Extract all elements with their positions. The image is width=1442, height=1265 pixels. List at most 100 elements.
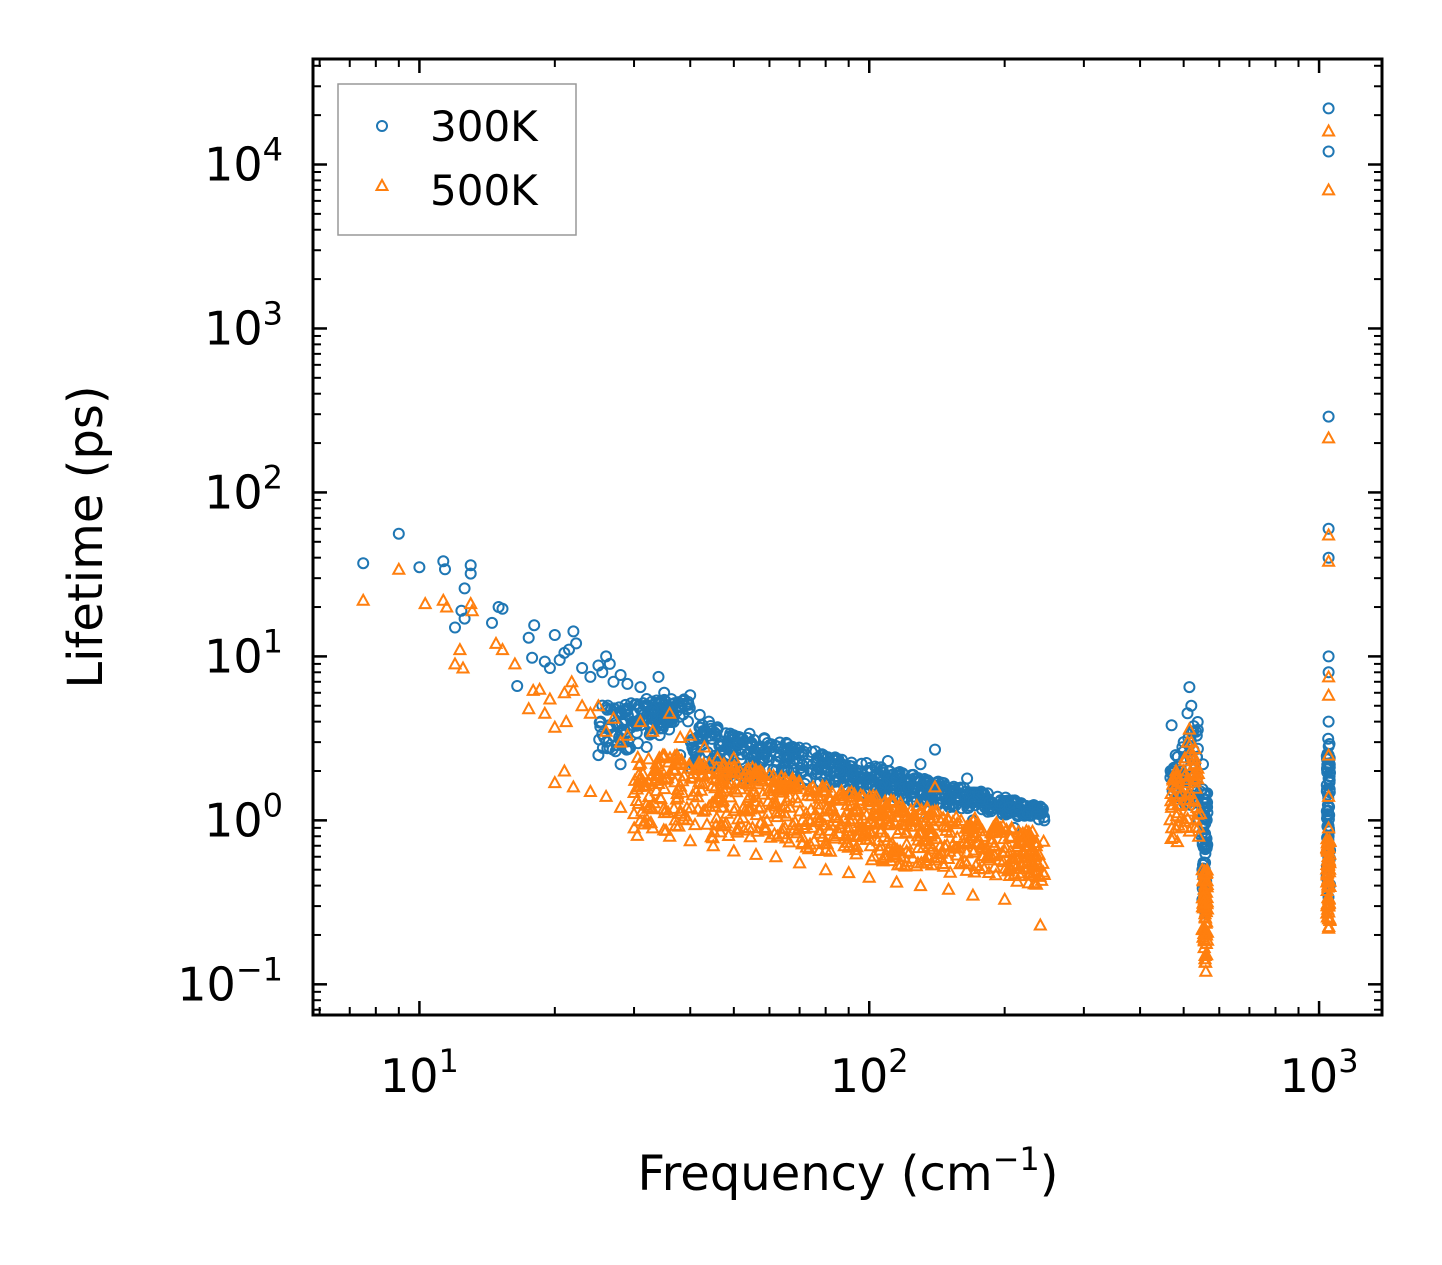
data-point <box>948 785 961 798</box>
data-point <box>464 567 477 580</box>
data-point <box>722 742 735 755</box>
data-point <box>636 816 652 830</box>
data-point <box>630 749 645 763</box>
data-point <box>682 715 694 728</box>
data-point <box>888 800 903 814</box>
data-point <box>861 797 876 811</box>
data-point <box>652 670 665 683</box>
data-point <box>780 750 792 762</box>
data-point <box>743 727 756 740</box>
data-point <box>673 729 688 743</box>
data-point <box>770 828 785 842</box>
data-point <box>458 612 471 625</box>
data-point <box>613 734 628 748</box>
data-point <box>592 749 605 762</box>
data-point <box>769 746 782 759</box>
data-point <box>594 715 607 728</box>
data-point <box>630 827 645 841</box>
data-point <box>845 756 858 769</box>
data-point <box>987 848 1003 862</box>
data-point <box>532 681 547 695</box>
data-point <box>851 822 866 836</box>
data-point <box>898 825 913 839</box>
data-point <box>924 857 939 871</box>
data-point <box>913 806 928 820</box>
data-point <box>955 802 968 815</box>
data-point <box>694 782 709 796</box>
data-point <box>511 680 524 692</box>
data-point <box>902 780 915 793</box>
data-point <box>1030 807 1043 820</box>
data-point <box>832 825 847 839</box>
data-point <box>837 831 853 845</box>
data-point <box>1321 687 1336 701</box>
data-point <box>868 815 883 829</box>
data-point <box>449 621 461 634</box>
data-point <box>674 752 689 766</box>
data-point <box>716 744 729 757</box>
data-point <box>631 795 646 809</box>
data-point <box>984 831 999 845</box>
data-point <box>1006 857 1022 871</box>
data-point <box>566 779 581 793</box>
data-point <box>1031 801 1044 813</box>
data-point <box>622 743 635 755</box>
data-point <box>822 792 838 806</box>
data-point <box>1166 829 1181 843</box>
data-point <box>747 793 762 807</box>
data-point <box>1322 145 1335 158</box>
data-point <box>911 832 926 846</box>
data-point <box>1016 833 1031 847</box>
data-point <box>1182 721 1197 735</box>
data-point <box>1000 807 1013 820</box>
data-point <box>748 846 764 860</box>
data-point <box>543 662 556 674</box>
data-point <box>640 741 653 753</box>
data-point <box>620 727 635 741</box>
data-point <box>687 817 703 831</box>
data-point <box>883 853 898 867</box>
data-point <box>641 788 657 802</box>
data-point <box>1322 772 1335 785</box>
data-point <box>965 887 981 901</box>
data-point <box>1197 951 1213 965</box>
data-point <box>548 629 561 641</box>
x-tick-label: 103 <box>1280 1042 1359 1103</box>
data-point <box>902 845 917 859</box>
data-point <box>1321 920 1336 934</box>
data-point <box>1001 862 1016 876</box>
data-point <box>957 834 972 848</box>
data-point <box>883 792 899 806</box>
legend-marker-300k <box>376 120 388 132</box>
data-point <box>1187 770 1203 784</box>
data-point <box>818 862 833 876</box>
data-point <box>1197 947 1213 961</box>
data-point <box>711 721 724 734</box>
data-point <box>697 739 712 753</box>
data-point <box>872 842 888 856</box>
data-point <box>719 727 732 740</box>
data-point <box>729 784 744 798</box>
data-point <box>953 812 969 826</box>
data-point <box>436 592 451 606</box>
data-point <box>437 555 450 568</box>
data-point <box>1185 699 1198 712</box>
data-point <box>909 798 924 812</box>
data-point <box>972 860 987 874</box>
data-point <box>923 824 939 838</box>
data-point <box>1164 785 1179 799</box>
data-point <box>976 803 988 816</box>
data-point <box>769 805 784 819</box>
data-point <box>465 603 480 617</box>
data-point <box>849 846 864 860</box>
data-point <box>929 846 944 860</box>
data-point <box>719 805 735 819</box>
data-point <box>1003 843 1018 857</box>
data-point <box>899 836 914 850</box>
data-point <box>1199 866 1214 880</box>
data-point <box>726 803 742 817</box>
data-point <box>563 643 575 656</box>
data-point <box>864 852 880 866</box>
